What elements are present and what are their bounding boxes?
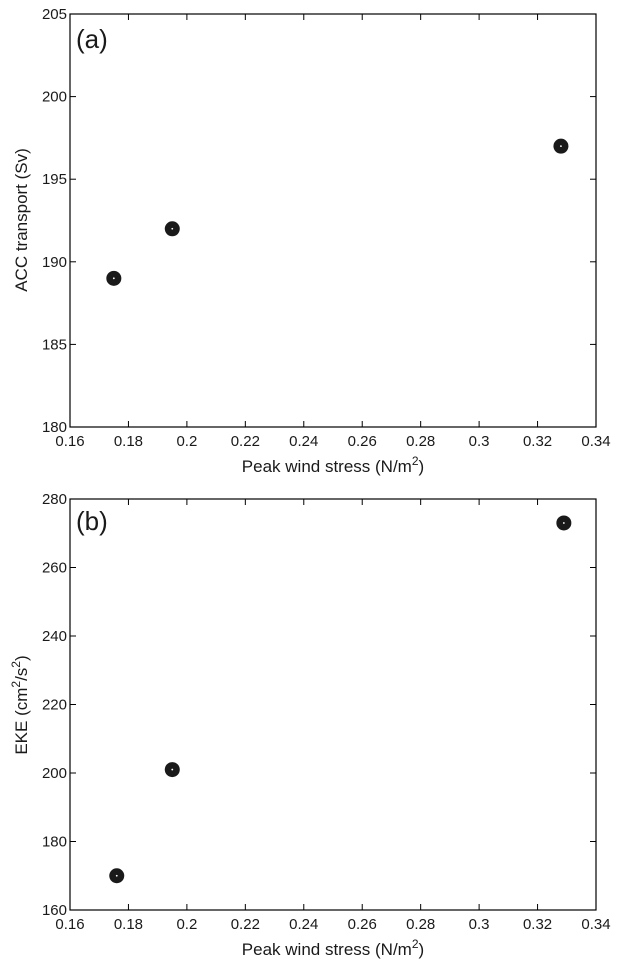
panel-b-x-tick-label: 0.3	[469, 916, 490, 933]
panel-a-y-ticks: 180 185 190 195 200 205	[42, 6, 596, 436]
panel-b-y-tick-label: 160	[42, 902, 67, 919]
panel-b-y-tick-label: 180	[42, 834, 67, 851]
panel-b-x-ticks: 0.16 0.18 0.2 0.22 0.24 0.26 0.28 0.3 0.32 0.34	[55, 499, 611, 933]
panel-a-x-tick-label: 0.16	[55, 433, 84, 450]
panel-b-x-tick-label: 0.26	[348, 916, 377, 933]
panel-b-x-tick-label: 0.22	[231, 916, 260, 933]
panel-a-data-point-center	[560, 145, 562, 148]
panel-b-y-ticks: 160 180 200 220 240 260 280	[42, 491, 596, 919]
panel-a-y-tick-label: 180	[42, 419, 67, 436]
panel-b-x-tick-label: 0.32	[523, 916, 552, 933]
panel-a-y-tick-label: 205	[42, 6, 67, 23]
panel-a-x-axis-label: Peak wind stress (N/m2)	[242, 454, 424, 476]
panel-a-x-tick-label: 0.28	[406, 433, 435, 450]
panel-b-data-point-center	[562, 522, 565, 524]
panel-b-x-tick-label: 0.34	[581, 916, 610, 933]
panel-a-x-tick-label: 0.26	[348, 433, 377, 450]
panel-a-x-tick-label: 0.2	[176, 433, 197, 450]
panel-b-axes-frame	[69, 498, 597, 911]
panel-b-y-tick-label: 260	[42, 560, 67, 577]
panel-b-x-tick-label: 0.24	[289, 916, 318, 933]
panel-a-y-tick-label: 200	[42, 89, 67, 106]
panel-a-y-tick-label: 185	[42, 336, 67, 353]
panel-a-x-tick-label: 0.3	[469, 433, 490, 450]
panel-a-x-tick-label: 0.24	[289, 433, 318, 450]
panel-b-y-tick-label: 280	[42, 491, 67, 508]
panel-a-data-point-center	[112, 277, 115, 280]
panel-a-x-tick-label: 0.32	[523, 433, 552, 450]
panel-b-data-point-center	[171, 768, 174, 771]
panel-a-label: (a)	[76, 24, 108, 54]
panel-b-x-tick-label: 0.16	[55, 916, 84, 933]
panel-a-axes-frame	[69, 13, 597, 428]
panel-b-y-tick-label: 240	[42, 628, 67, 645]
panel-a: 0.16 0.18 0.2 0.22 0.24 0.26 0.28 0.3 0.32 0.34 1…	[12, 6, 611, 476]
panel-b-x-tick-label: 0.18	[114, 916, 143, 933]
panel-b-y-axis-label: EKE (cm2/s2)	[9, 655, 31, 754]
panel-b: 0.16 0.18 0.2 0.22 0.24 0.26 0.28 0.3 0.32 0.34 1…	[9, 491, 611, 959]
panel-b-x-tick-label: 0.2	[176, 916, 197, 933]
panel-b-x-tick-label: 0.28	[406, 916, 435, 933]
panel-a-x-tick-label: 0.18	[114, 433, 143, 450]
panel-b-points	[109, 515, 572, 884]
panel-a-y-tick-label: 190	[42, 254, 67, 271]
panel-a-x-tick-label: 0.22	[231, 433, 260, 450]
panel-b-y-tick-label: 200	[42, 765, 67, 782]
panel-a-x-tick-label: 0.34	[581, 433, 610, 450]
panel-b-x-axis-label: Peak wind stress (N/m2)	[242, 937, 424, 959]
panel-a-points	[106, 138, 569, 286]
panel-b-data-point-center	[115, 874, 118, 877]
panel-b-label: (b)	[76, 506, 108, 536]
panel-a-y-tick-label: 195	[42, 171, 67, 188]
panel-a-y-axis-label: ACC transport (Sv)	[12, 148, 31, 292]
panel-a-x-ticks: 0.16 0.18 0.2 0.22 0.24 0.26 0.28 0.3 0.32 0.34	[55, 14, 611, 450]
panel-a-data-point-center	[171, 227, 174, 230]
panel-b-y-tick-label: 220	[42, 697, 67, 714]
